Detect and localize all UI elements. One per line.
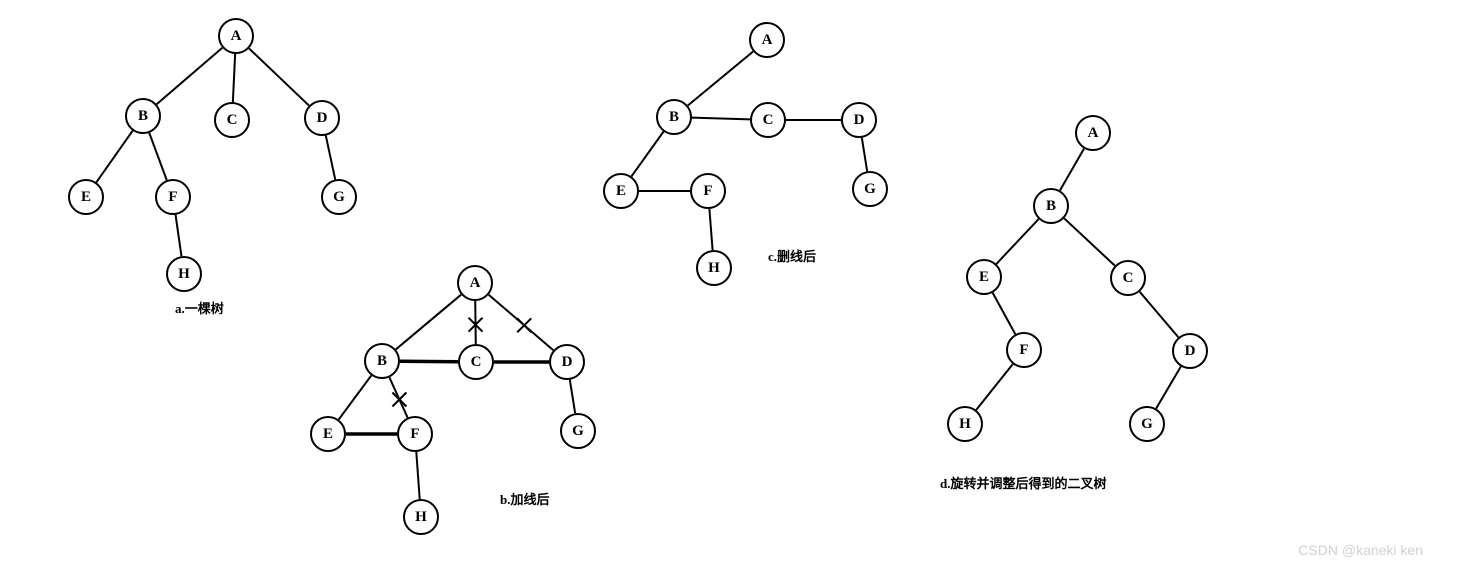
tree-node: C xyxy=(1110,260,1146,296)
tree-node: B xyxy=(1033,188,1069,224)
tree-node: H xyxy=(403,499,439,535)
edge xyxy=(1140,292,1179,338)
tree-node: D xyxy=(304,100,340,136)
edge xyxy=(1064,218,1115,265)
tree-node: B xyxy=(656,99,692,135)
tree-node: H xyxy=(696,250,732,286)
tree-node: E xyxy=(310,416,346,452)
tree-node: F xyxy=(690,173,726,209)
edge xyxy=(396,295,461,350)
edge xyxy=(996,219,1038,264)
tree-node: E xyxy=(603,173,639,209)
tree-node: G xyxy=(560,413,596,449)
tree-node: C xyxy=(750,102,786,138)
edge xyxy=(326,136,335,180)
edge xyxy=(692,118,750,120)
tree-node: B xyxy=(364,343,400,379)
tree-node: H xyxy=(947,406,983,442)
tree-node: A xyxy=(457,265,493,301)
edge xyxy=(400,361,458,362)
tree-node: C xyxy=(214,102,250,138)
diagram-caption: a.一棵树 xyxy=(175,298,224,317)
tree-node: F xyxy=(1006,332,1042,368)
edge xyxy=(862,138,867,171)
tree-node: G xyxy=(1129,406,1165,442)
diagram-caption: d.旋转并调整后得到的二叉树 xyxy=(940,473,1106,492)
tree-node: B xyxy=(125,98,161,134)
edge xyxy=(416,452,419,499)
edge xyxy=(1060,149,1084,191)
edge xyxy=(570,380,575,413)
tree-node: D xyxy=(1172,333,1208,369)
edge xyxy=(233,54,235,102)
tree-node: E xyxy=(966,259,1002,295)
tree-node: A xyxy=(1075,115,1111,151)
edge xyxy=(249,48,309,105)
tree-node: D xyxy=(549,344,585,380)
edge xyxy=(1156,367,1181,409)
tree-node: C xyxy=(458,344,494,380)
diagram-caption: b.加线后 xyxy=(500,489,549,508)
edges-svg xyxy=(0,0,1457,570)
diagram-caption: c.删线后 xyxy=(768,246,816,265)
tree-node: G xyxy=(852,171,888,207)
tree-node: G xyxy=(321,179,357,215)
edge xyxy=(475,301,476,344)
edge xyxy=(976,364,1013,410)
edge xyxy=(339,375,372,419)
edge xyxy=(149,133,166,180)
tree-node: A xyxy=(749,22,785,58)
tree-node: F xyxy=(155,179,191,215)
edge xyxy=(176,215,182,256)
tree-node: F xyxy=(397,416,433,452)
edge xyxy=(157,48,223,105)
edge xyxy=(688,51,753,105)
tree-node: A xyxy=(218,18,254,54)
tree-node: H xyxy=(166,256,202,292)
edge xyxy=(709,209,712,250)
tree-node: D xyxy=(841,102,877,138)
tree-node: E xyxy=(68,179,104,215)
edge xyxy=(631,132,663,177)
edge xyxy=(993,293,1016,334)
edge xyxy=(96,131,132,183)
watermark: CSDN @kaneki ken xyxy=(1298,540,1437,560)
